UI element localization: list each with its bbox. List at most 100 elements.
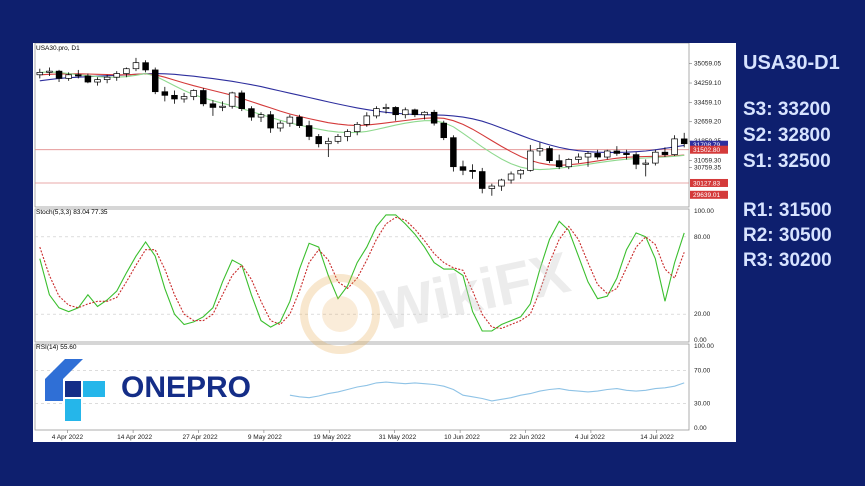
stoch-panel-label: Stoch(5,3,3) 83.04 77.35 bbox=[36, 209, 108, 216]
bullish-candle bbox=[286, 116, 294, 124]
rsi-tick-label: 30.00 bbox=[694, 400, 711, 407]
wikifx-watermark: WikiFX bbox=[295, 239, 605, 389]
bearish-candle bbox=[680, 138, 688, 145]
bullish-candle bbox=[257, 114, 265, 118]
bearish-candle bbox=[430, 111, 438, 124]
bullish-candle bbox=[344, 131, 351, 137]
bullish-candle bbox=[604, 150, 611, 158]
symbol-title: USA30-D1 bbox=[743, 52, 840, 74]
bearish-candle bbox=[55, 70, 63, 79]
bearish-candle bbox=[546, 148, 553, 162]
bullish-candle bbox=[584, 153, 592, 158]
bearish-candle bbox=[623, 153, 630, 155]
bullish-candle bbox=[46, 70, 53, 73]
bullish-candle bbox=[65, 74, 72, 79]
date-tick-label: 31 May 2022 bbox=[379, 434, 417, 441]
chart-canvas: 35059.0534259.1033459.1032659.2031859.25… bbox=[34, 43, 728, 441]
pane-frame bbox=[34, 43, 690, 208]
price-tick-label: 33459.10 bbox=[694, 99, 721, 106]
price-label-text: 29639.01 bbox=[693, 192, 720, 199]
bearish-candle bbox=[142, 62, 149, 71]
bullish-candle bbox=[517, 169, 524, 175]
level-r1: R1: 31500 bbox=[743, 200, 832, 221]
stoch-tick-label: 0.00 bbox=[694, 337, 707, 344]
bearish-candle bbox=[267, 114, 274, 129]
bearish-candle bbox=[613, 150, 621, 154]
price-panel-label: USA30.pro, D1 bbox=[36, 45, 80, 52]
bullish-candle bbox=[334, 136, 342, 142]
bearish-candle bbox=[478, 171, 486, 189]
price-label-box bbox=[690, 140, 728, 149]
bullish-candle bbox=[671, 138, 678, 155]
level-s2: S2: 32800 bbox=[743, 125, 831, 146]
moving-average-line bbox=[39, 71, 685, 171]
bullish-candle bbox=[219, 105, 226, 108]
bearish-candle bbox=[151, 69, 159, 93]
bullish-candle bbox=[527, 150, 534, 171]
moving-average-line bbox=[39, 73, 685, 153]
price-label-box bbox=[690, 190, 728, 199]
chart-panel: 35059.0534259.1033459.1032659.2031859.25… bbox=[33, 43, 736, 442]
rsi-panel-label: RSI(14) 55.60 bbox=[36, 344, 77, 351]
bearish-candle bbox=[315, 136, 322, 145]
stoch-tick-label: 100.00 bbox=[694, 208, 714, 215]
bullish-candle bbox=[373, 108, 380, 117]
date-tick-label: 4 Apr 2022 bbox=[52, 434, 84, 441]
price-tick-label: 32659.20 bbox=[694, 119, 721, 126]
bullish-candle bbox=[228, 92, 236, 107]
bearish-candle bbox=[459, 166, 467, 171]
bullish-candle bbox=[488, 185, 496, 189]
bullish-candle bbox=[94, 79, 101, 83]
bullish-candle bbox=[565, 159, 573, 168]
bearish-candle bbox=[450, 137, 457, 168]
onepro-logo: ONEPRO bbox=[43, 359, 273, 421]
bullish-candle bbox=[103, 76, 111, 80]
bullish-candle bbox=[536, 148, 544, 152]
bullish-candle bbox=[132, 62, 140, 70]
bearish-candle bbox=[75, 74, 82, 77]
rsi-tick-label: 100.00 bbox=[694, 343, 714, 350]
bearish-candle bbox=[594, 153, 601, 158]
bullish-candle bbox=[180, 96, 188, 100]
bullish-candle bbox=[277, 122, 284, 129]
stoch-series-line bbox=[39, 214, 685, 332]
bearish-candle bbox=[469, 169, 476, 172]
bullish-candle bbox=[421, 111, 428, 116]
bullish-candle bbox=[113, 73, 120, 78]
bearish-candle bbox=[555, 160, 563, 168]
bearish-candle bbox=[248, 108, 255, 118]
bearish-candle bbox=[661, 151, 669, 155]
price-label-box bbox=[690, 178, 728, 187]
price-label-text: 31708.79 bbox=[693, 142, 720, 149]
price-tick-label: 34259.10 bbox=[694, 80, 721, 87]
stoch-tick-label: 20.00 bbox=[694, 311, 711, 318]
price-tick-label: 30759.35 bbox=[694, 165, 721, 172]
bearish-candle bbox=[296, 116, 303, 126]
level-r3: R3: 30200 bbox=[743, 250, 832, 271]
price-label-text: 31502.80 bbox=[693, 147, 720, 154]
bearish-candle bbox=[171, 94, 178, 100]
bullish-candle bbox=[190, 90, 197, 97]
bullish-candle bbox=[325, 140, 332, 145]
bearish-candle bbox=[411, 109, 419, 116]
bearish-candle bbox=[632, 154, 640, 165]
bullish-candle bbox=[652, 151, 659, 164]
bullish-candle bbox=[353, 124, 361, 132]
stoch-tick-label: 80.00 bbox=[694, 234, 711, 241]
bullish-candle bbox=[363, 115, 371, 125]
onepro-logo-mark-icon bbox=[45, 359, 105, 421]
bullish-candle bbox=[642, 162, 649, 165]
price-tick-label: 31059.30 bbox=[694, 157, 721, 164]
bullish-candle bbox=[123, 68, 130, 74]
level-s3: S3: 33200 bbox=[743, 99, 831, 120]
bullish-candle bbox=[382, 107, 390, 109]
bullish-candle bbox=[402, 109, 409, 116]
pane-frame bbox=[34, 208, 690, 343]
date-tick-label: 14 Jul 2022 bbox=[640, 434, 674, 441]
date-tick-label: 27 Apr 2022 bbox=[183, 434, 218, 441]
bullish-candle bbox=[575, 156, 582, 160]
bearish-candle bbox=[392, 107, 399, 116]
date-tick-label: 9 May 2022 bbox=[248, 434, 282, 441]
rsi-tick-label: 70.00 bbox=[694, 368, 711, 375]
bullish-candle bbox=[498, 179, 505, 187]
